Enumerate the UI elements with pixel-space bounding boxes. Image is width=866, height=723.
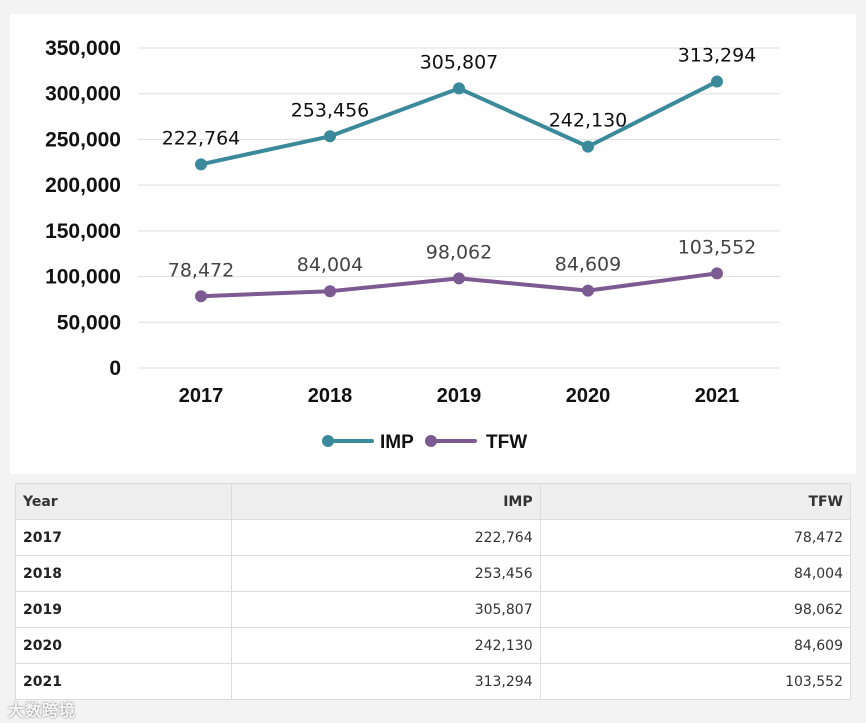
imp-data-point [324, 130, 336, 143]
imp-data-label: 253,456 [291, 99, 370, 121]
data-table: Year IMP TFW 2017 222,764 78,472 2018 25… [14, 483, 852, 700]
table-header-row: Year IMP TFW [14, 483, 852, 520]
tfw-data-label: 84,004 [297, 254, 363, 276]
y-tick-label: 0 [109, 357, 121, 380]
imp-data-point [453, 82, 465, 95]
line-chart-panel: 0 50,000 100,000 150,000 200,000 250,000 300,0… [10, 14, 856, 474]
imp-data-point [711, 75, 723, 88]
imp-legend-marker [322, 435, 334, 447]
imp-cell: 305,807 [231, 591, 541, 628]
tfw-data-point [711, 267, 723, 280]
tfw-legend-label: TFW [486, 432, 527, 453]
tfw-data-point [582, 284, 594, 297]
table-row: 2021 313,294 103,552 [14, 663, 852, 700]
tfw-cell: 84,004 [539, 555, 852, 592]
year-cell: 2017 [14, 519, 233, 556]
year-cell: 2021 [14, 663, 233, 700]
tfw-data-label: 84,609 [555, 254, 621, 276]
y-tick-label: 300,000 [45, 83, 121, 106]
tfw-data-point [324, 285, 336, 298]
imp-legend-label: IMP [380, 432, 414, 453]
tfw-legend-marker [425, 435, 437, 447]
y-tick-label: 250,000 [45, 128, 121, 151]
watermark: 大数跨境 [8, 701, 77, 720]
tfw-data-point [453, 272, 465, 285]
imp-cell: 253,456 [231, 555, 541, 592]
table-row: 2018 253,456 84,004 [14, 555, 852, 592]
tfw-cell: 103,552 [539, 663, 852, 700]
imp-data-point [582, 140, 594, 153]
x-tick-label: 2017 [179, 385, 224, 407]
tfw-data-label: 103,552 [678, 236, 757, 258]
y-tick-label: 100,000 [45, 266, 121, 289]
y-tick-label: 350,000 [45, 37, 121, 60]
line-chart: 0 50,000 100,000 150,000 200,000 250,000 300,0… [45, 37, 780, 453]
imp-data-label: 305,807 [420, 51, 499, 73]
imp-data-point [195, 158, 207, 171]
table-row: 2020 242,130 84,609 [14, 627, 852, 664]
table-row: 2019 305,807 98,062 [14, 591, 852, 628]
column-header-imp: IMP [231, 483, 541, 520]
x-tick-label: 2020 [566, 385, 611, 407]
imp-data-label: 313,294 [678, 45, 757, 67]
year-cell: 2020 [14, 627, 233, 664]
tfw-cell: 78,472 [539, 519, 852, 556]
tfw-data-point [195, 290, 207, 303]
year-cell: 2019 [14, 591, 233, 628]
x-tick-label: 2021 [695, 385, 740, 407]
imp-data-label: 222,764 [162, 127, 241, 149]
y-tick-label: 200,000 [45, 174, 121, 197]
column-header-year: Year [14, 483, 233, 520]
imp-cell: 242,130 [231, 627, 541, 664]
tfw-cell: 98,062 [539, 591, 852, 628]
x-tick-label: 2018 [308, 385, 353, 407]
imp-cell: 222,764 [231, 519, 541, 556]
tfw-data-label: 78,472 [168, 259, 234, 281]
x-tick-label: 2019 [437, 385, 482, 407]
tfw-data-label: 98,062 [426, 241, 492, 263]
imp-cell: 313,294 [231, 663, 541, 700]
column-header-tfw: TFW [539, 483, 852, 520]
y-tick-label: 150,000 [45, 220, 121, 243]
year-cell: 2018 [14, 555, 233, 592]
y-tick-label: 50,000 [57, 311, 121, 334]
imp-data-label: 242,130 [549, 110, 628, 132]
table-row: 2017 222,764 78,472 [14, 519, 852, 556]
tfw-cell: 84,609 [539, 627, 852, 664]
